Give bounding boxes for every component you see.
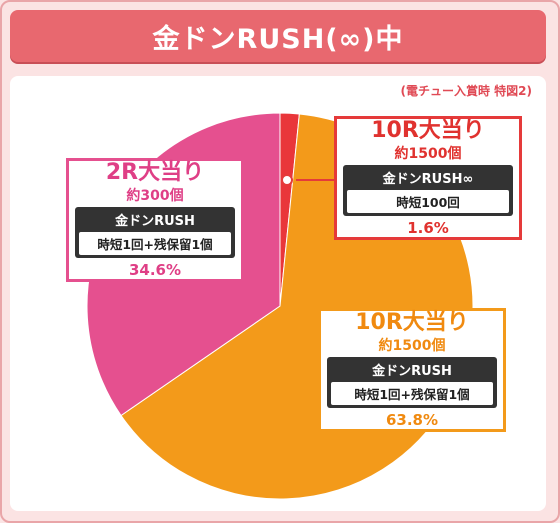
callout-pct: 1.6% — [407, 219, 449, 238]
callout-sub: 約300個 — [126, 188, 184, 205]
callout-pct: 63.8% — [385, 411, 439, 430]
chart-title: 金ドンRUSH(∞)中 — [152, 23, 404, 55]
title-bar: 金ドンRUSH(∞)中 — [10, 10, 546, 62]
callout-tag: 金ドンRUSH 時短1回+残保留1個 — [75, 207, 235, 259]
callout-head: 10R大当り — [355, 310, 469, 335]
callout-head: 10R大当り — [371, 118, 485, 143]
callout-tag: 金ドンRUSH∞ 時短100回 — [343, 165, 513, 217]
callout-pct: 34.6% — [128, 261, 182, 280]
tag-bottom: 時短1回+残保留1個 — [79, 232, 231, 256]
tag-bottom: 時短100回 — [347, 190, 509, 214]
tag-bottom: 時短1回+残保留1個 — [331, 382, 493, 406]
tag-top: 金ドンRUSH∞ — [382, 172, 474, 188]
callout-head: 2R大当り — [105, 160, 205, 185]
callout-2r-pink: 2R大当り 約300個 金ドンRUSH 時短1回+残保留1個 34.6% — [66, 158, 244, 283]
callout-10r-red: 10R大当り 約1500個 金ドンRUSH∞ 時短100回 1.6% — [334, 116, 522, 241]
tag-top: 金ドンRUSH — [115, 214, 195, 230]
tag-top: 金ドンRUSH — [372, 364, 452, 380]
callout-sub: 約1500個 — [394, 146, 462, 163]
callout-sub: 約1500個 — [378, 338, 446, 355]
chart-note: (電チュー入賞時 特図2) — [400, 84, 533, 98]
red-leader-dot — [281, 174, 293, 186]
callout-tag: 金ドンRUSH 時短1回+残保留1個 — [327, 357, 497, 409]
callout-10r-orange: 10R大当り 約1500個 金ドンRUSH 時短1回+残保留1個 63.8% — [318, 308, 506, 433]
